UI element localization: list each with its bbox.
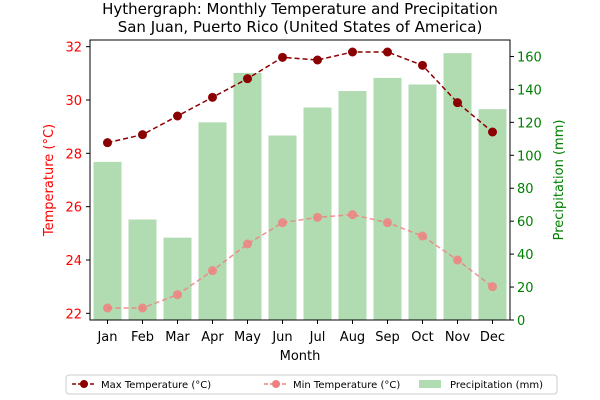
max-temperature-point-jan [103, 138, 112, 148]
temperature-lines [103, 47, 497, 313]
max-temperature-line [107, 51, 493, 144]
right-y-tick-label: 140 [517, 83, 542, 98]
legend-min-marker [272, 380, 280, 388]
right-y-tick-label: 80 [517, 182, 534, 197]
legend: Max Temperature (°C) Min Temperature (°C… [65, 374, 558, 395]
right-y-tick-label: 160 [517, 50, 542, 65]
precipitation-bar-mar [163, 237, 192, 320]
precipitation-bar-feb [128, 219, 157, 320]
legend-max-label: Max Temperature (°C) [101, 380, 211, 391]
plot-frame [89, 39, 511, 321]
min-temperature-point-jan [103, 303, 112, 313]
legend-box [65, 374, 558, 395]
precipitation-bar-jun [268, 135, 297, 320]
max-temperature-point-sep [383, 47, 392, 57]
max-temperature-point-apr [208, 92, 217, 102]
left-y-tick-label: 24 [65, 254, 82, 269]
x-tick-label-dec: Dec [480, 330, 505, 345]
legend-min-label: Min Temperature (°C) [293, 380, 400, 391]
min-temperature-point-may [243, 239, 252, 249]
max-temperature-point-feb [138, 130, 147, 140]
precipitation-bar-apr [198, 122, 227, 321]
max-temperature-point-aug [348, 47, 357, 57]
x-tick-label-mar: Mar [165, 330, 190, 345]
right-y-tick-label: 100 [517, 149, 542, 164]
precipitation-bar-jan [93, 161, 122, 320]
max-temperature-point-oct [418, 60, 427, 70]
right-y-tick-label: 20 [517, 281, 534, 296]
left-y-tick-label: 26 [65, 201, 82, 216]
legend-precip-label: Precipitation (mm) [450, 380, 543, 391]
x-axis-label: Month [280, 349, 321, 364]
x-tick-label-may: May [234, 330, 261, 345]
min-temperature-point-nov [453, 255, 462, 265]
min-temperature-point-mar [173, 290, 182, 300]
left-y-tick-label: 22 [65, 307, 82, 322]
precipitation-bar-sep [373, 77, 402, 320]
legend-precip-swatch [419, 380, 441, 388]
min-temperature-point-feb [138, 303, 147, 313]
x-tick-label-feb: Feb [131, 330, 154, 345]
x-tick-label-sep: Sep [375, 330, 400, 345]
left-y-tick-label: 30 [65, 94, 82, 109]
right-y-tick-label: 0 [517, 314, 525, 329]
x-tick-label-oct: Oct [411, 330, 433, 345]
precipitation-bar-aug [338, 91, 367, 320]
max-temperature-point-jul [313, 55, 322, 65]
axes: 22 24 26 28 30 32 0 20 40 60 80 100 120 140 160 Jan Feb M… [65, 39, 542, 345]
x-tick-label-jan: Jan [96, 330, 117, 345]
precipitation-bars [93, 53, 507, 321]
precipitation-bar-may [233, 72, 262, 320]
min-temperature-point-sep [383, 218, 392, 228]
max-temperature-point-nov [453, 98, 462, 108]
x-tick-label-nov: Nov [445, 330, 471, 345]
x-tick-label-aug: Aug [340, 330, 365, 345]
min-temperature-point-jul [313, 212, 322, 222]
x-tick-label-jul: Jul [309, 330, 326, 345]
left-y-tick-label: 28 [65, 147, 82, 162]
precipitation-bar-oct [408, 84, 437, 321]
min-temperature-point-aug [348, 210, 357, 220]
max-temperature-point-mar [173, 111, 182, 121]
right-y-tick-label: 40 [517, 248, 534, 263]
max-temperature-point-dec [488, 127, 497, 137]
chart-subtitle: San Juan, Puerto Rico (United States of … [118, 18, 483, 36]
x-tick-label-jun: Jun [271, 330, 292, 345]
max-temperature-point-jun [278, 52, 287, 62]
min-temperature-point-oct [418, 231, 427, 241]
x-tick-label-apr: Apr [201, 330, 224, 345]
left-y-tick-label: 32 [65, 41, 82, 56]
min-temperature-point-apr [208, 266, 217, 276]
left-y-axis-label: Temperature (°C) [42, 124, 57, 237]
max-temperature-point-may [243, 74, 252, 84]
min-temperature-point-dec [488, 282, 497, 292]
chart-title: Hythergraph: Monthly Temperature and Pre… [102, 0, 498, 18]
right-y-tick-label: 60 [517, 215, 534, 230]
min-temperature-point-jun [278, 218, 287, 228]
min-temperature-line [107, 213, 493, 309]
right-y-axis-label: Precipitation (mm) [552, 120, 567, 241]
legend-max-marker [80, 380, 88, 388]
right-y-tick-label: 120 [517, 116, 542, 131]
precipitation-bar-nov [443, 53, 472, 320]
